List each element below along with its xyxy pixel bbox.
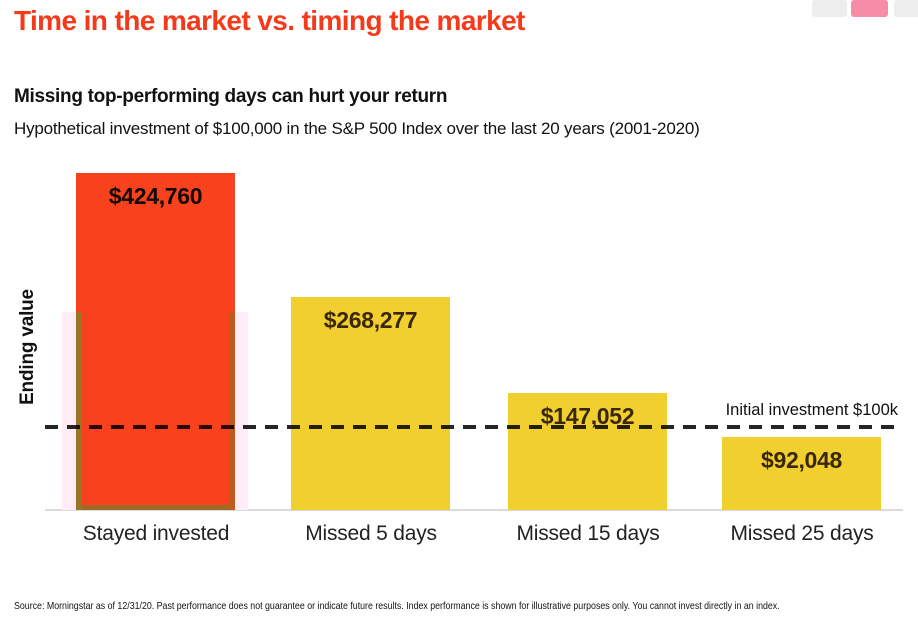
chart-description: Hypothetical investment of $100,000 in t… [14, 119, 700, 138]
bar-stayed-invested: $424,760 [76, 173, 235, 510]
reference-line-initial-investment [45, 425, 903, 429]
bar-edge-shade [76, 312, 82, 510]
bar-value-label: $147,052 [540, 403, 635, 429]
bar-edge-shade [229, 312, 235, 510]
bar-missed-5-days: $268,277 [291, 297, 450, 510]
decor-square-gray-right [894, 0, 918, 17]
bar-value-label: $424,760 [108, 183, 203, 209]
source-note: Source: Morningstar as of 12/31/20. Past… [14, 600, 780, 612]
bar-edge-shade [82, 505, 229, 510]
bar-missed-15-days: $147,052 [508, 393, 667, 510]
chart-subtitle: Missing top-performing days can hurt you… [14, 86, 448, 107]
x-axis-label-stayed-invested: Stayed invested [82, 522, 230, 545]
x-axis-line [45, 509, 903, 511]
bar-missed-25-days: $92,048 [722, 437, 881, 510]
x-axis-label-missed-15-days: Missed 15 days [516, 522, 660, 545]
bar-value-label: $92,048 [760, 447, 843, 473]
page-title: Time in the market vs. timing the market [14, 5, 525, 36]
decor-square-pink [851, 0, 888, 17]
reference-line-label: Initial investment $100k [725, 401, 898, 419]
bar-value-label: $268,277 [323, 307, 418, 333]
decor-square-gray-left [812, 0, 847, 17]
y-axis-label: Ending value [17, 289, 38, 405]
x-axis-label-missed-25-days: Missed 25 days [730, 522, 874, 545]
x-axis-label-missed-5-days: Missed 5 days [305, 522, 437, 545]
